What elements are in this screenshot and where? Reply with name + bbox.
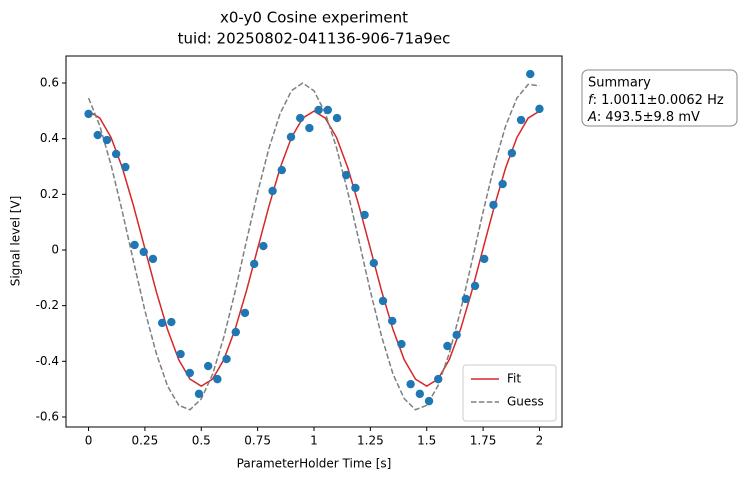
y-tick-label: -0.4 <box>36 354 59 368</box>
data-point <box>470 281 480 291</box>
data-point <box>213 374 222 384</box>
chart-subtitle: tuid: 20250802-041136-906-71a9ec <box>178 30 451 48</box>
data-point <box>305 123 314 133</box>
data-point <box>222 354 231 364</box>
data-point <box>360 210 369 220</box>
line-series <box>88 110 540 387</box>
data-point <box>296 113 305 123</box>
data-point <box>507 148 517 158</box>
data-point <box>93 130 102 140</box>
data-point <box>111 149 121 159</box>
summary-text: : 1.0011±0.0062 Hz <box>593 93 724 108</box>
x-tick-label: 1.75 <box>470 434 497 448</box>
data-point <box>157 318 167 328</box>
data-point <box>268 186 277 196</box>
data-point <box>185 368 194 378</box>
data-point <box>286 132 296 142</box>
data-point <box>277 165 286 175</box>
data-point <box>139 247 148 257</box>
data-point <box>130 240 139 250</box>
data-point <box>167 317 176 327</box>
data-point <box>332 113 342 123</box>
data-point <box>480 254 489 264</box>
legend-label: Guess <box>507 395 544 409</box>
y-axis-label: Signal level [V] <box>9 196 23 287</box>
data-point <box>406 379 415 389</box>
y-tick-label: -0.2 <box>36 298 59 312</box>
y-tick-label: 0.6 <box>40 75 59 89</box>
data-point <box>259 241 268 251</box>
data-point <box>240 308 250 318</box>
x-axis-label: ParameterHolder Time [s] <box>237 457 392 471</box>
data-point <box>84 109 93 119</box>
x-tick-label: 0.5 <box>192 434 211 448</box>
y-tick-label: -0.6 <box>36 409 59 423</box>
summary-title: Summary <box>588 76 651 91</box>
data-point <box>461 294 471 304</box>
data-point <box>498 179 507 189</box>
y-tick-label: 0 <box>51 242 59 256</box>
x-tick-label: 1.25 <box>357 434 384 448</box>
x-tick-label: 1.5 <box>417 434 436 448</box>
summary-symbol: A <box>587 110 597 125</box>
data-point <box>342 170 351 180</box>
data-point <box>443 341 452 351</box>
data-point <box>148 254 158 264</box>
data-point <box>194 389 204 399</box>
axes-frame <box>65 55 563 428</box>
data-point <box>424 396 434 406</box>
summary-symbol: f <box>588 93 595 108</box>
data-point <box>388 316 397 326</box>
summary-text: : 493.5±9.8 mV <box>597 110 700 125</box>
data-point <box>102 135 112 145</box>
data-point <box>489 200 498 210</box>
x-tick-label: 0.25 <box>132 434 159 448</box>
line-series <box>87 82 540 411</box>
y-tick-label: 0.2 <box>40 187 59 201</box>
data-point <box>415 389 425 399</box>
summary-line: f: 1.0011±0.0062 Hz <box>588 93 724 108</box>
data-point <box>434 374 443 384</box>
x-tick-label: 0.75 <box>244 434 271 448</box>
chart-title: x0-y0 Cosine experiment <box>220 9 408 27</box>
y-tick-label: 0.4 <box>40 131 59 145</box>
data-point <box>369 258 379 268</box>
data-point <box>231 327 240 337</box>
data-point <box>314 105 323 115</box>
legend-label: Fit <box>507 372 521 386</box>
summary-line: A: 493.5±9.8 mV <box>587 110 700 125</box>
data-point <box>397 339 406 349</box>
data-point <box>378 296 388 306</box>
data-point <box>249 259 259 269</box>
summary-box <box>581 69 738 127</box>
data-point <box>176 349 185 359</box>
x-tick-label: 2 <box>536 434 544 448</box>
data-point <box>516 115 526 125</box>
x-tick-label: 0 <box>85 434 93 448</box>
data-point <box>351 183 360 193</box>
data-point <box>323 105 332 115</box>
data-point <box>535 104 544 114</box>
x-tick-label: 1 <box>310 434 318 448</box>
data-point <box>452 330 461 340</box>
data-point <box>526 69 535 79</box>
data-point <box>121 162 130 172</box>
data-point <box>203 361 213 371</box>
